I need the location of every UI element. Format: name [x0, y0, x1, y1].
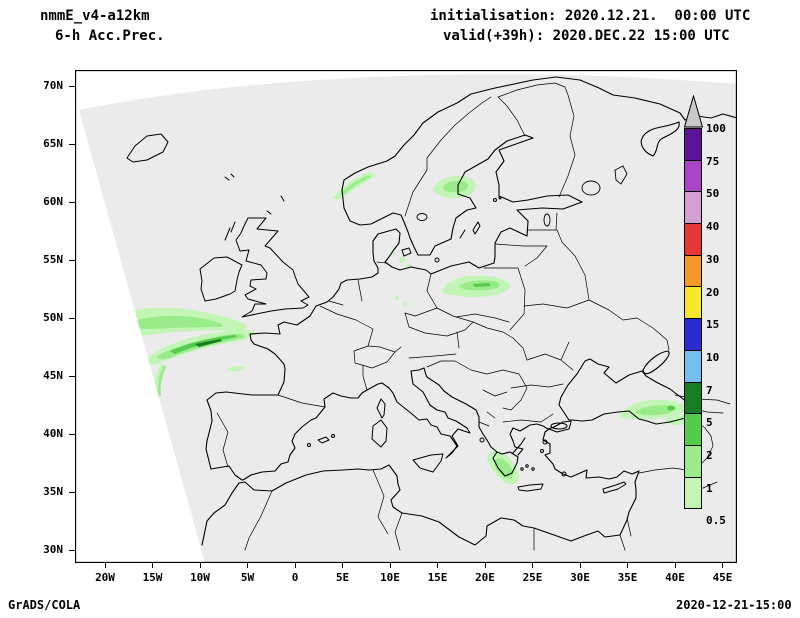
y-tick-label: 40N: [43, 427, 63, 440]
y-tick-mark: [69, 375, 75, 377]
colorbar-segment-2-5: [684, 413, 702, 446]
islands: [126, 133, 627, 494]
y-tick-label: 30N: [43, 543, 63, 556]
x-tick-mark: [199, 563, 201, 568]
y-tick-mark: [69, 317, 75, 319]
country-borders: [216, 82, 731, 551]
colorbar-label: 10: [706, 350, 720, 364]
colorbar-segment-10-15: [684, 318, 702, 351]
lakes: [416, 165, 628, 227]
x-tick-mark: [294, 563, 296, 568]
x-tick-label: 25E: [522, 571, 543, 584]
colorbar-segment-20-30: [684, 254, 702, 288]
y-tick-mark: [69, 259, 75, 261]
colorbar-label: 50: [706, 187, 720, 201]
colorbar-segment-50-75: [684, 159, 702, 193]
colorbar-labels: 100 75 50 40 30 20 15 10 7 5 2 1 0.5: [706, 0, 746, 618]
x-tick-label: 5W: [240, 571, 255, 584]
x-tick-label: 5E: [335, 571, 350, 584]
y-tick-label: 55N: [43, 253, 63, 266]
colorbar-label: 5: [706, 416, 713, 430]
x-tick-mark: [579, 563, 581, 568]
grads-credit: GrADS/COLA: [8, 598, 81, 612]
colorbar-label: 20: [706, 285, 720, 299]
colorbar-label: 7: [706, 383, 713, 397]
x-tick-label: 20W: [95, 571, 115, 584]
y-tick-mark: [69, 491, 75, 493]
colorbar-legend: [684, 95, 704, 510]
colorbar-label: 100: [706, 122, 726, 135]
x-tick-mark: [627, 563, 628, 568]
x-tick-mark: [437, 563, 438, 568]
y-tick-mark: [69, 549, 75, 551]
x-tick-mark: [674, 563, 676, 568]
map-svg: [74, 69, 738, 564]
x-tick-mark: [342, 563, 343, 568]
colorbar-segment-0.5-1: [684, 476, 702, 510]
colorbar-segments: [684, 128, 702, 510]
x-tick-mark: [532, 563, 533, 568]
x-tick-mark: [722, 563, 723, 568]
x-tick-label: 10W: [190, 571, 210, 584]
field-name: 6-h Acc.Prec.: [55, 28, 165, 44]
y-tick-mark: [69, 85, 75, 87]
colorbar-segment-40-50: [684, 191, 702, 225]
model-name: nmmE_v4-a12km: [40, 8, 150, 24]
colorbar-overflow-arrow: [684, 95, 704, 128]
y-tick-label: 35N: [43, 485, 63, 498]
x-tick-mark: [152, 563, 153, 568]
y-tick-mark: [69, 143, 75, 145]
y-tick-label: 65N: [43, 137, 63, 150]
x-tick-label: 30E: [570, 571, 590, 584]
x-tick-label: 20E: [475, 571, 495, 584]
x-tick-mark: [104, 563, 106, 568]
colorbar-segment-75-100: [684, 128, 702, 161]
x-tick-label: 40E: [665, 571, 685, 584]
x-axis: 20W 15W 10W 5W 0 5E 10E 15E 20E 25E 30E 35E 40E 45E: [75, 563, 737, 585]
plot-timestamp: 2020-12-21-15:00: [676, 598, 792, 612]
valid-time-label: valid(+39h): 2020.DEC.22 15:00 UTC: [443, 28, 730, 44]
y-tick-label: 60N: [43, 195, 63, 208]
colorbar-segment-15-20: [684, 286, 702, 320]
x-tick-mark: [389, 563, 391, 568]
colorbar-label: 75: [706, 154, 720, 168]
colorbar-label: 15: [706, 318, 720, 332]
map-plot-area: [74, 69, 738, 564]
colorbar-segment-30-40: [684, 223, 702, 256]
y-axis: 70N 65N 60N 55N 50N 45N 40N 35N 30N: [0, 70, 75, 563]
colorbar-label: 0.5: [706, 514, 726, 528]
init-time-label: initialisation: 2020.12.21. 00:00 UTC: [430, 8, 751, 24]
colorbar-label: 30: [706, 252, 720, 266]
y-tick-mark: [69, 433, 75, 435]
x-tick-label: 15W: [142, 571, 163, 584]
x-tick-label: 35E: [617, 571, 638, 584]
colorbar-segment-1-2: [684, 444, 702, 478]
colorbar-segment-7-10: [684, 349, 702, 383]
x-tick-label: 45E: [712, 571, 733, 584]
x-tick-mark: [484, 563, 486, 568]
y-tick-label: 50N: [43, 311, 63, 324]
model-domain-fan: [79, 74, 737, 563]
coastlines: [201, 76, 737, 546]
map-frame: [74, 69, 738, 564]
y-tick-label: 70N: [43, 79, 63, 92]
x-tick-label: 15E: [427, 571, 448, 584]
y-tick-mark: [69, 201, 75, 203]
x-tick-label: 0: [291, 571, 299, 584]
colorbar-segment-5-7: [684, 381, 702, 415]
colorbar-label: 1: [706, 481, 713, 495]
x-tick-mark: [247, 563, 248, 568]
colorbar-label: 2: [706, 449, 713, 462]
x-tick-label: 10E: [380, 571, 400, 584]
colorbar-label: 40: [706, 220, 720, 234]
y-tick-label: 45N: [43, 369, 63, 382]
